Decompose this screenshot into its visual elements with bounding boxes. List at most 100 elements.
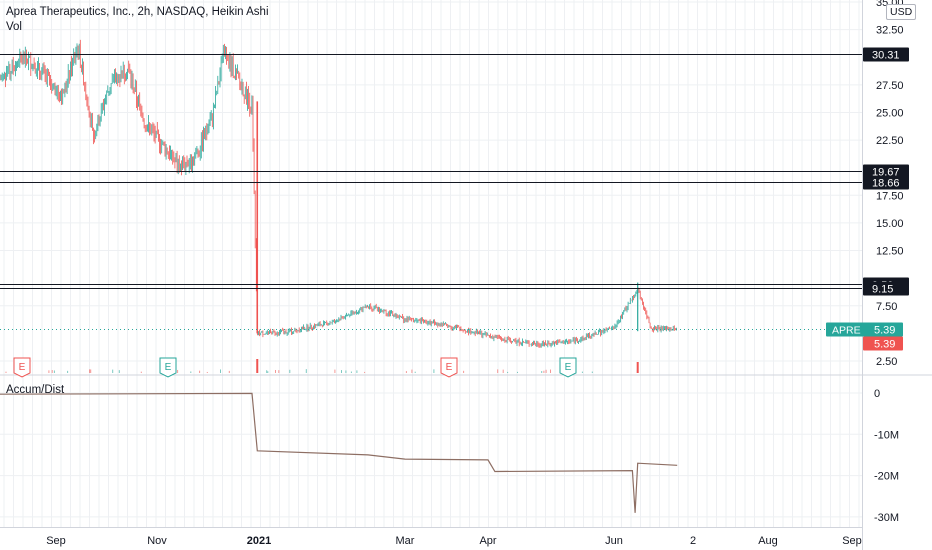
ad-y-tick-label: -10M <box>874 429 899 441</box>
volume-bar <box>356 370 358 373</box>
chart-title: Aprea Therapeutics, Inc., 2h, NASDAQ, He… <box>6 6 269 18</box>
ad-y-tick-label: -20M <box>874 471 899 483</box>
volume-bar <box>334 369 336 373</box>
y-tick-label: 15.00 <box>876 218 904 230</box>
volume-bar <box>256 359 259 373</box>
earnings-marker-letter: E <box>565 362 572 373</box>
volume-bar <box>112 369 114 373</box>
volume-bar <box>341 370 342 373</box>
level-tag-label: 9.15 <box>872 284 893 296</box>
x-tick-label: Nov <box>147 535 167 547</box>
y-tick-label: 7.50 <box>876 301 897 313</box>
volume-bar <box>5 371 7 373</box>
prev-close-tag-label: 5.39 <box>874 339 895 351</box>
y-tick-label: 27.50 <box>876 80 904 92</box>
earnings-marker-letter: E <box>19 362 26 373</box>
volume-bar <box>177 369 179 373</box>
volume-bar <box>507 371 509 373</box>
volume-bar <box>591 371 593 373</box>
earnings-marker: E <box>159 357 177 378</box>
ad-y-tick-label: -30M <box>874 512 899 524</box>
x-tick-label: Sep <box>842 535 862 547</box>
volume-bar <box>350 371 352 373</box>
earnings-marker-badge <box>159 357 177 378</box>
volume-bar <box>405 371 407 373</box>
level-tag <box>863 164 909 179</box>
last-price-tag <box>863 322 903 337</box>
volume-bar <box>190 371 192 373</box>
last-price-tag-label: 5.39 <box>874 325 895 337</box>
volume-bar <box>51 370 53 373</box>
volume-bar <box>581 371 583 373</box>
y-tick-label: 17.50 <box>876 190 904 202</box>
volume-bar <box>305 369 307 373</box>
y-tick-label: 12.50 <box>876 246 904 258</box>
x-tick-label: 2 <box>690 535 696 547</box>
volume-bar <box>550 369 551 373</box>
earnings-marker: E <box>440 357 458 378</box>
volume-bar <box>517 371 518 373</box>
prev-close-tag <box>863 336 903 351</box>
volume-bar <box>497 369 499 373</box>
volume-bar <box>543 370 545 373</box>
earnings-marker-badge <box>440 357 458 378</box>
level-tag-label: 18.66 <box>872 178 900 190</box>
y-tick-label: 2.50 <box>876 356 897 368</box>
volume-bar <box>267 371 269 373</box>
x-tick-label: 2021 <box>247 535 271 547</box>
volume-bar <box>228 370 230 373</box>
volume-bar <box>433 369 435 373</box>
volume-bar <box>140 371 142 373</box>
y-tick-label: 32.50 <box>876 25 904 37</box>
volume-bar <box>289 369 291 373</box>
volume-bar <box>364 371 366 373</box>
x-tick-label: Aug <box>758 535 778 547</box>
volume-bar <box>67 370 69 373</box>
symbol-tag <box>826 322 866 337</box>
x-tick-label: Sep <box>46 535 66 547</box>
volume-bar <box>414 371 416 373</box>
level-tag <box>863 47 909 62</box>
volume-bar <box>502 369 504 373</box>
volume-bar <box>545 369 547 373</box>
volume-bar <box>411 369 413 373</box>
volume-bar <box>278 370 280 373</box>
level-tag-label: 30.31 <box>872 50 900 62</box>
x-tick-label: Jun <box>605 535 623 547</box>
volume-bar <box>48 370 50 373</box>
volume-bar <box>266 370 268 373</box>
volume-bar <box>541 371 543 373</box>
earnings-marker: E <box>559 357 577 378</box>
grid-lines <box>0 0 862 527</box>
volume-bar <box>275 370 276 373</box>
volume-bar <box>345 370 347 373</box>
accum-dist-line <box>0 392 678 513</box>
candles <box>0 39 677 348</box>
earnings-marker-badge <box>559 357 577 378</box>
y-tick-label: 22.50 <box>876 135 904 147</box>
volume-bars <box>5 369 638 373</box>
volume-bar <box>53 370 55 373</box>
volume-bar <box>90 369 92 373</box>
volume-bar <box>636 362 639 373</box>
volume-bar <box>206 371 208 373</box>
level-tag <box>863 281 909 296</box>
volume-bar <box>220 369 221 373</box>
volume-bar <box>118 370 120 373</box>
earnings-marker: E <box>13 357 31 378</box>
ad-y-tick-label: 0 <box>874 388 880 400</box>
volume-bar <box>199 370 201 373</box>
volume-bar <box>463 370 465 373</box>
y-tick-label: 25.00 <box>876 107 904 119</box>
volume-label: Vol <box>6 21 22 33</box>
level-tag <box>863 175 909 190</box>
earnings-marker-letter: E <box>446 362 453 373</box>
earnings-marker-badge <box>13 357 31 378</box>
symbol-tag-label: APRE <box>832 325 861 337</box>
x-tick-label: Apr <box>479 535 496 547</box>
x-tick-label: Mar <box>396 535 415 547</box>
earnings-marker-letter: E <box>165 362 172 373</box>
currency-button[interactable]: USD <box>886 4 917 20</box>
